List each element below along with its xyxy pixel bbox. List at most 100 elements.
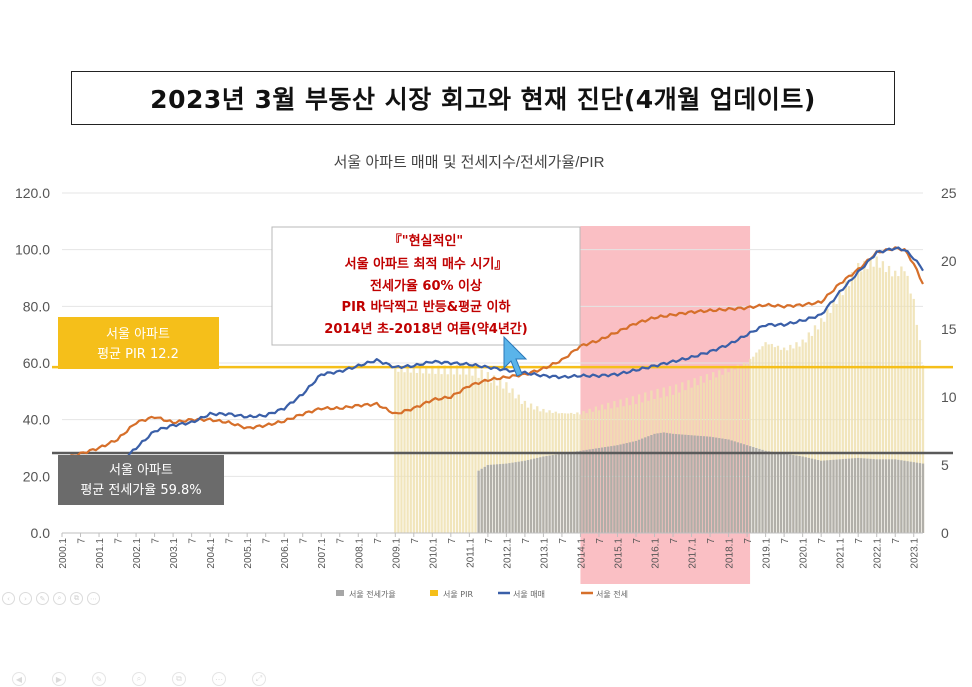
pir-bar: [752, 356, 755, 533]
jeonse-ratio-bar: [869, 458, 872, 533]
control-button[interactable]: ◀: [12, 672, 26, 686]
jeonse-ratio-bar: [687, 435, 690, 533]
jeonse-ratio-bar: [653, 433, 656, 533]
jeonse-ratio-bar: [665, 432, 669, 533]
x-tick-label: 2017.1: [688, 538, 699, 569]
control-button[interactable]: ⌕: [53, 592, 66, 605]
jeonse-ratio-bar: [887, 459, 891, 533]
jeonse-ratio-bar: [489, 464, 493, 533]
y-right-tick-label: 20: [941, 253, 957, 269]
pir-bar: [813, 325, 817, 533]
jeonse-ratio-bar: [912, 462, 915, 533]
control-button[interactable]: ⤢: [252, 672, 266, 686]
jeonse-ratio-bar: [523, 460, 527, 533]
pir-bar: [857, 263, 860, 533]
control-button[interactable]: ⧉: [172, 672, 186, 686]
x-tick-label: 2002.1: [132, 538, 143, 569]
x-tick-label: 7: [632, 538, 643, 544]
jeonse-ratio-bar: [674, 434, 678, 533]
control-button[interactable]: ⧉: [70, 592, 83, 605]
jeonse-ratio-bar: [659, 432, 662, 533]
x-tick-label: 2004.1: [206, 538, 217, 569]
y-left-tick-label: 40.0: [23, 412, 50, 428]
control-button[interactable]: ✎: [36, 592, 49, 605]
x-tick-label: 7: [558, 538, 569, 544]
jeonse-ratio-bar: [715, 437, 718, 533]
pir-bar: [770, 343, 773, 533]
pir-bar: [869, 258, 872, 533]
jeonse-ratio-bar: [903, 460, 906, 533]
x-tick-label: 2003.1: [169, 538, 180, 569]
pir-bar: [767, 344, 770, 533]
jeonse-ratio-bar: [637, 439, 641, 533]
control-button[interactable]: ✎: [92, 672, 106, 686]
x-tick-label: 2022.1: [873, 538, 884, 569]
jeonse-ratio-bar: [684, 434, 687, 533]
y-right-tick-label: 15: [941, 321, 957, 337]
jeonse-ratio-bar: [477, 470, 480, 533]
jeonse-ratio-bar: [730, 440, 733, 533]
pir-bar: [816, 329, 820, 533]
pir-bar: [909, 293, 912, 533]
jeonse-ratio-bar: [835, 459, 838, 533]
x-tick-label: 7: [817, 538, 828, 544]
pir-bar: [443, 365, 446, 533]
jeonse-ratio-bar: [656, 433, 659, 533]
jeonse-ratio-bar: [792, 455, 795, 533]
control-button[interactable]: ▶: [52, 672, 66, 686]
pir-bar: [872, 266, 875, 533]
jeonse-ratio-bar: [563, 453, 567, 533]
jeonse-ratio-bar: [782, 453, 786, 533]
x-tick-label: 7: [669, 538, 680, 544]
jeonse-ratio-bar: [597, 448, 601, 533]
jeonse-ratio-bar: [878, 459, 881, 533]
x-tick-label: 2000.1: [58, 538, 69, 569]
jeonse-ratio-bar: [678, 434, 681, 533]
callout-line-3: 전세가율 60% 이상: [370, 278, 482, 294]
x-tick-label: 7: [262, 538, 273, 544]
control-button[interactable]: ‹: [2, 592, 15, 605]
pir-bar: [480, 369, 483, 533]
pir-bar: [424, 366, 428, 533]
x-tick-label: 7: [410, 538, 421, 544]
jeonse-ratio-bar: [866, 458, 869, 533]
jeonse-ratio-bar: [758, 448, 761, 533]
jeonse-ratio-bar: [495, 464, 499, 533]
pir-bar: [804, 342, 807, 533]
jeonse-ratio-bar: [560, 453, 564, 533]
pir-bar: [773, 347, 777, 533]
jeonse-ratio-bar: [634, 440, 638, 533]
jeonse-ratio-bar: [863, 458, 866, 533]
jeonse-ratio-bar: [671, 433, 675, 533]
jeonse-ratio-bar: [579, 450, 582, 533]
jeonse-ratio-bar: [816, 460, 820, 533]
y-right-tick-label: 0: [941, 525, 949, 541]
control-button[interactable]: ›: [19, 592, 32, 605]
jeonse-ratio-bar: [551, 455, 554, 533]
x-tick-label: 7: [188, 538, 199, 544]
pir-bar: [832, 299, 835, 533]
jeonse-ratio-bar: [789, 454, 792, 533]
jeonse-ratio-bar: [844, 458, 848, 533]
pir-bar: [866, 269, 869, 533]
control-button[interactable]: ⌕: [132, 672, 146, 686]
jeonse-ratio-bar: [884, 459, 888, 533]
x-tick-label: 7: [780, 538, 791, 544]
x-tick-label: 7: [484, 538, 495, 544]
x-tick-label: 7: [706, 538, 717, 544]
jeonse-ratio-bar: [619, 444, 622, 533]
jeonse-ratio-bar: [761, 449, 764, 533]
best-buy-callout-box: [271, 226, 581, 346]
control-button[interactable]: ⋯: [87, 592, 100, 605]
jeonse-ratio-bar: [826, 460, 829, 533]
control-button[interactable]: ⋯: [212, 672, 226, 686]
pir-bar: [400, 367, 403, 533]
pir-bar: [412, 366, 415, 533]
pir-average-box: [58, 317, 219, 369]
pir-bar: [807, 332, 810, 533]
y-left-tick-label: 0.0: [31, 525, 51, 541]
x-tick-label: 7: [373, 538, 384, 544]
pir-bar: [505, 382, 508, 533]
pir-bar: [418, 366, 422, 533]
